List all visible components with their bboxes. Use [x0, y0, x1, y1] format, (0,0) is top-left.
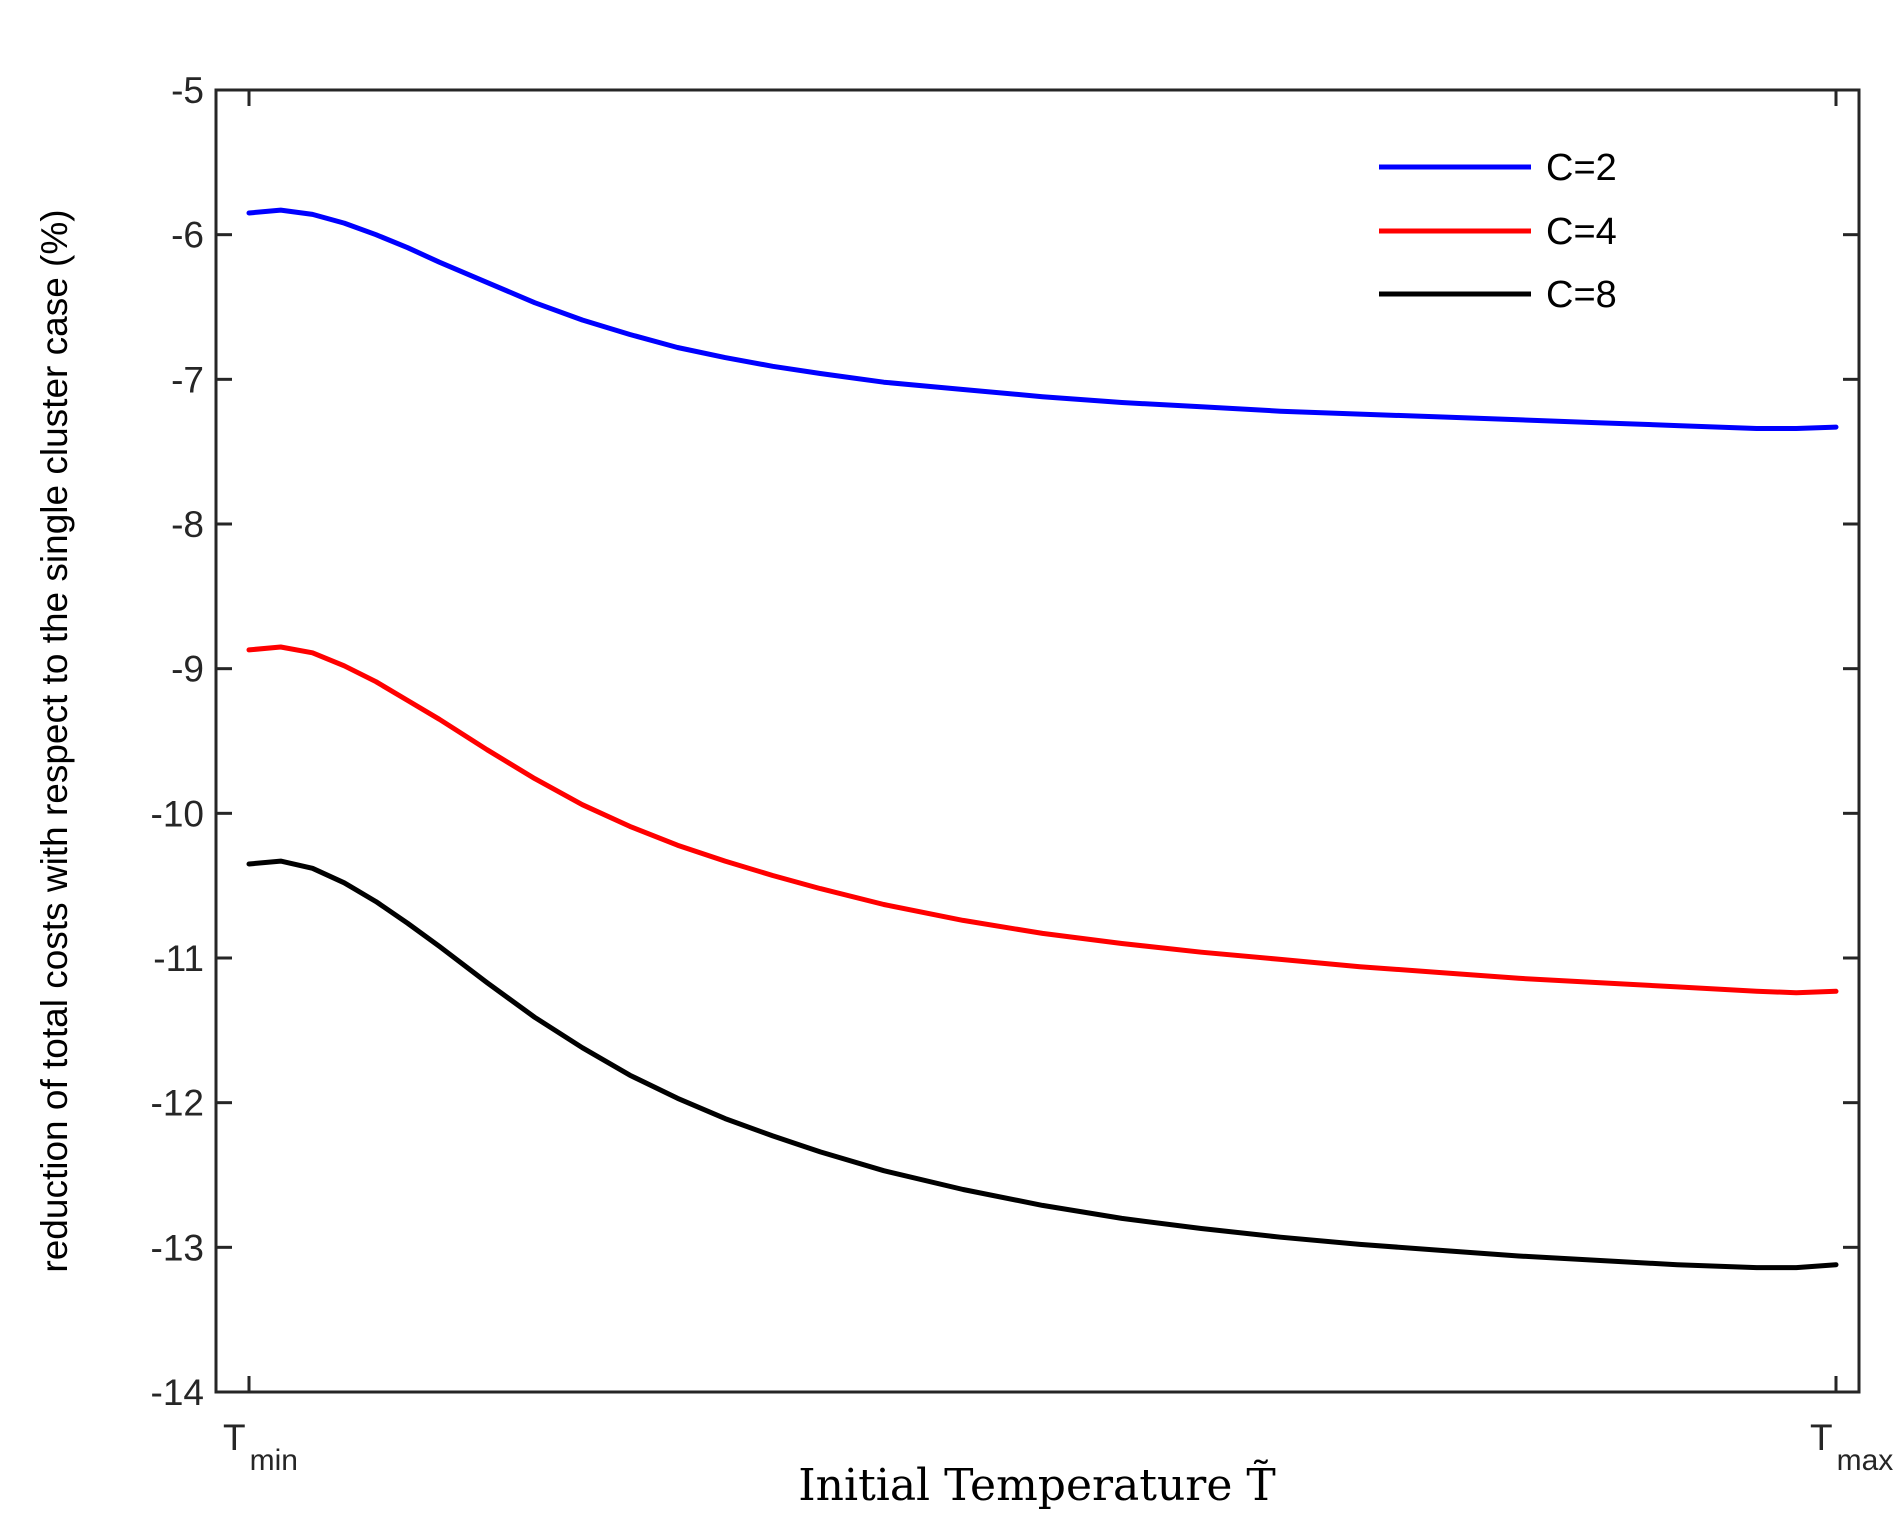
y-tick-label: -12 — [151, 1083, 204, 1124]
legend-label: C=4 — [1546, 211, 1617, 253]
y-tick-label: -13 — [151, 1227, 204, 1268]
legend-label: C=2 — [1546, 147, 1617, 189]
x-tick-label: Tmin — [223, 1417, 298, 1477]
x-tick-label: Tmax — [1810, 1417, 1893, 1477]
y-tick-label: -8 — [171, 504, 204, 545]
x-tick-sub: min — [250, 1444, 298, 1477]
y-axis-label: reduction of total costs with respect to… — [34, 209, 75, 1272]
x-tick-main: T — [223, 1417, 246, 1458]
y-tick-label: -11 — [153, 938, 204, 979]
plot-frame — [214, 88, 1861, 1394]
series-line-c-4 — [246, 644, 1839, 996]
y-tick-label: -7 — [171, 359, 204, 400]
legend-label: C=8 — [1546, 274, 1617, 316]
x-tick-sub: max — [1837, 1444, 1894, 1477]
y-tick-label: -5 — [171, 70, 204, 111]
y-tick-label: -9 — [171, 649, 204, 690]
legend: C=2 C=4 C=8 — [1379, 147, 1617, 316]
x-axis-label: Initial Temperature T̃ — [798, 1458, 1275, 1511]
series-line-c-8 — [246, 858, 1839, 1271]
series-layer — [246, 207, 1839, 1271]
series-line-c-2 — [246, 207, 1839, 431]
y-tick-label: -14 — [151, 1372, 204, 1413]
x-tick-main: T — [1810, 1417, 1833, 1458]
y-tick-label: -10 — [151, 793, 204, 834]
y-tick-label: -6 — [171, 215, 204, 256]
